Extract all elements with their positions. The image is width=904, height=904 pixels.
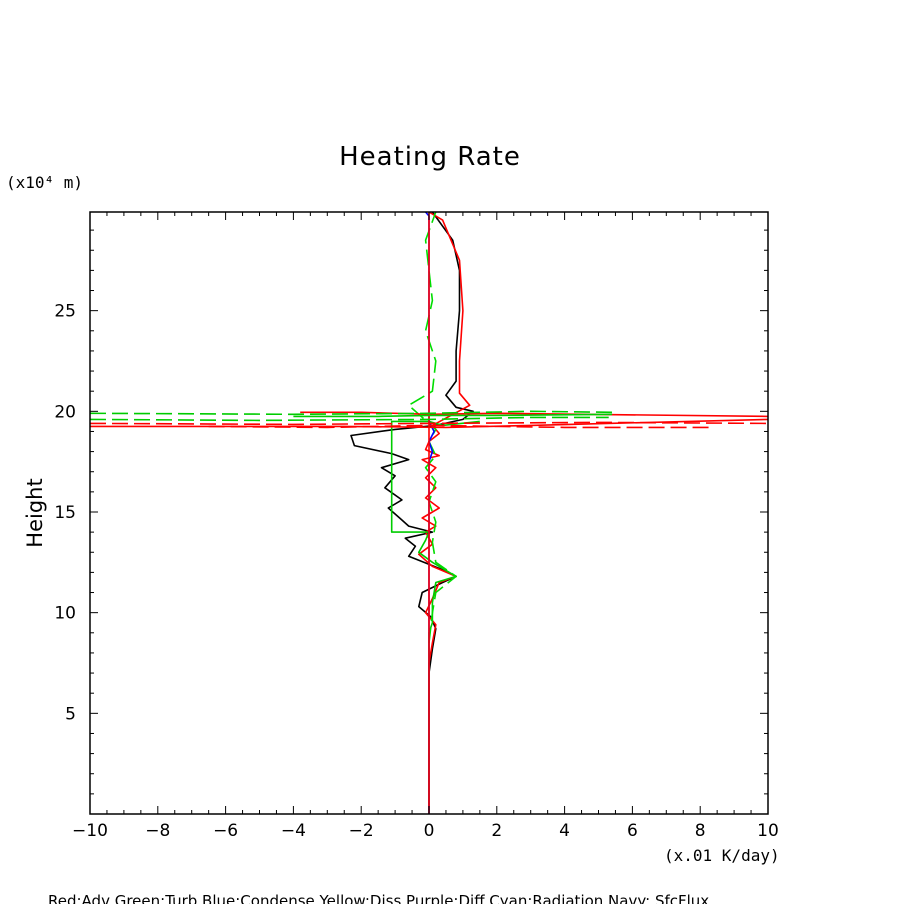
y-tick-label: 15 — [54, 503, 76, 523]
x-tick-label: 10 — [757, 821, 779, 841]
x-tick-label: 2 — [491, 821, 502, 841]
x-tick-label: 4 — [559, 821, 570, 841]
y-tick-label: 25 — [54, 302, 76, 322]
y-tick-label: 10 — [54, 604, 76, 624]
x-unit-label: (x.01 K/day) — [664, 846, 780, 865]
y-tick-label: 20 — [54, 402, 76, 422]
series-line-11 — [89, 410, 613, 416]
series-line-13 — [293, 413, 613, 418]
y-unit-label: (x10⁴ m) — [6, 173, 83, 192]
x-tick-label: −8 — [145, 821, 170, 841]
plot-series — [89, 211, 769, 814]
x-tick-label: 0 — [424, 821, 435, 841]
series-legend: Red:Adv Green:Turb Blue:Condense Yellow:… — [48, 892, 709, 904]
series-line-9 — [208, 424, 714, 429]
tick-labels: −10 −8 −6 −4 −2 0 2 4 6 8 10 5 10 15 20 25 — [54, 302, 778, 841]
x-tick-label: −10 — [72, 821, 108, 841]
series-line-3 — [390, 420, 480, 814]
series-line-12 — [89, 416, 609, 422]
series-line-2 — [418, 211, 471, 810]
x-tick-label: 6 — [627, 821, 638, 841]
series-line-10 — [89, 421, 769, 426]
x-tick-label: −2 — [349, 821, 374, 841]
plot-frame — [89, 211, 769, 815]
y-tick-label: 5 — [65, 704, 76, 724]
x-tick-label: −4 — [281, 821, 306, 841]
x-tick-label: 8 — [695, 821, 706, 841]
x-tick-label: −6 — [213, 821, 238, 841]
y-axis-label: Height — [23, 478, 47, 547]
chart-title: Heating Rate — [339, 142, 521, 172]
series-line-1 — [350, 211, 474, 810]
